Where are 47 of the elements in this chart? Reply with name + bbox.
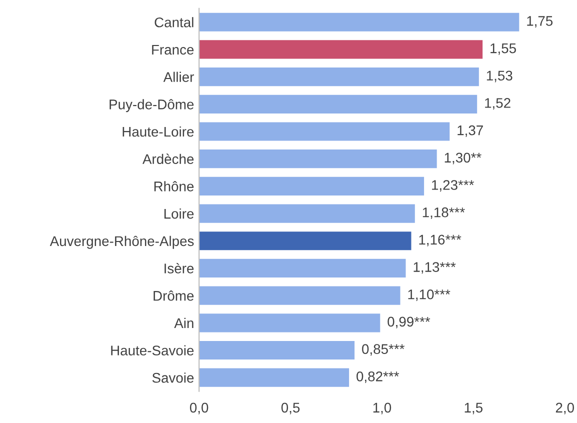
bar bbox=[199, 122, 450, 141]
bar bbox=[199, 286, 400, 305]
bar bbox=[199, 68, 479, 86]
data-label: 1,52 bbox=[485, 98, 510, 110]
bar bbox=[199, 232, 412, 250]
data-label: 0,99*** bbox=[388, 316, 430, 328]
data-label: 0,82*** bbox=[356, 371, 400, 383]
y-tick-label: Auvergne-Rhône-Alpes bbox=[50, 236, 194, 249]
bar bbox=[199, 368, 350, 387]
y-tick-label: Ain bbox=[174, 318, 194, 328]
y-tick-label: Ardèche bbox=[142, 154, 194, 164]
y-tick-label: Savoie bbox=[152, 372, 194, 383]
y-tick-label: Loire bbox=[164, 208, 194, 219]
bar bbox=[199, 176, 424, 196]
bar bbox=[199, 340, 355, 360]
y-tick-label: Puy-de-Dôme bbox=[110, 99, 194, 112]
data-label: 1,75 bbox=[527, 16, 553, 28]
y-tick-label: Haute-Savoie bbox=[111, 345, 194, 356]
data-label: 0,85*** bbox=[362, 344, 405, 356]
data-label: 1,23*** bbox=[432, 180, 474, 192]
y-tick-label: Haute-Loire bbox=[122, 126, 194, 137]
bar bbox=[199, 150, 437, 168]
data-label: 1,10*** bbox=[408, 289, 450, 301]
data-label: 1,16*** bbox=[419, 234, 462, 246]
bar bbox=[199, 40, 483, 59]
data-label: 1,55 bbox=[490, 44, 516, 55]
y-tick-label: Cantal bbox=[154, 17, 194, 28]
x-tick-label: 1,5 bbox=[464, 402, 482, 414]
x-tick-label: 0,5 bbox=[281, 402, 300, 414]
data-label: 1,53 bbox=[486, 70, 512, 82]
y-tick-label: France bbox=[152, 44, 194, 55]
bar bbox=[199, 12, 520, 32]
data-label: 1,13*** bbox=[414, 262, 456, 274]
y-tick-label: Rhône bbox=[154, 181, 194, 192]
y-tick-label: Drôme bbox=[154, 290, 194, 301]
y-tick-label: Allier bbox=[163, 72, 194, 82]
data-label: 1,37 bbox=[458, 125, 483, 137]
x-tick-label: 2,0 bbox=[556, 402, 574, 414]
x-tick-label: 1,0 bbox=[373, 402, 392, 414]
data-label: 1,30** bbox=[444, 152, 482, 164]
bar bbox=[199, 204, 415, 223]
bar bbox=[199, 314, 380, 332]
data-label: 1,18*** bbox=[422, 207, 465, 219]
x-tick-label: 0,0 bbox=[190, 402, 208, 414]
bar bbox=[199, 258, 406, 278]
bar bbox=[199, 94, 478, 114]
y-tick-label: Isère bbox=[164, 263, 194, 274]
